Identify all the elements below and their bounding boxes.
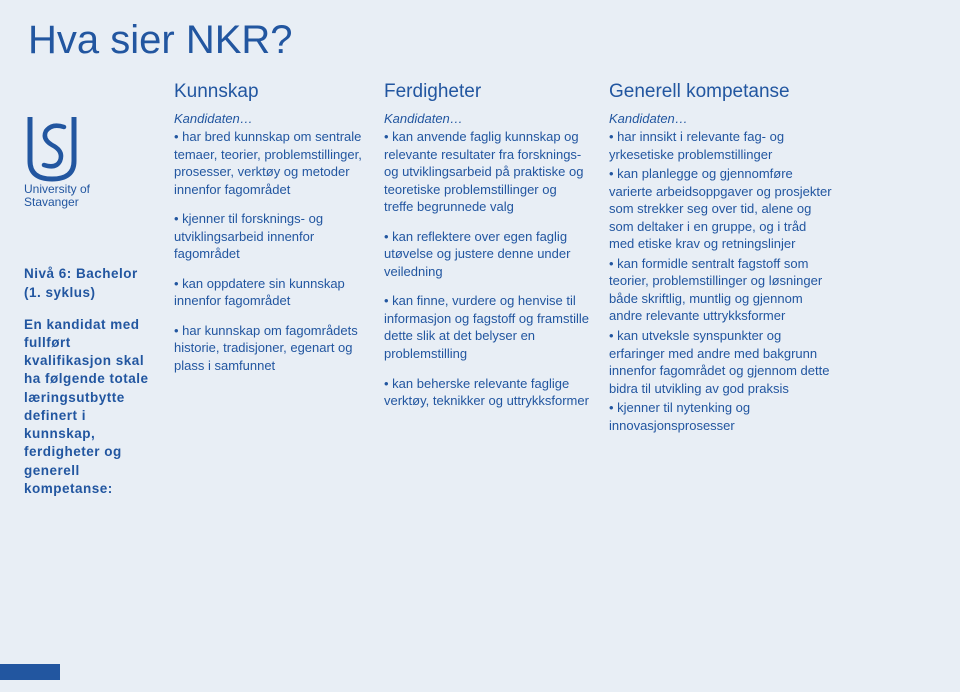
bullet-item: • kan finne, vurdere og henvise til info… xyxy=(384,292,589,362)
left-column: University of Stavanger Nivå 6: Bachelor… xyxy=(24,81,164,498)
bullet-item: • kan reflektere over egen faglig utøvel… xyxy=(384,228,589,281)
slide: Hva sier NKR? University of Stavanger Ni… xyxy=(0,0,960,692)
content-row: University of Stavanger Nivå 6: Bachelor… xyxy=(24,81,936,498)
bullet-item: • kjenner til nytenking og innovasjonspr… xyxy=(609,399,834,434)
bullet-item: • kan beherske relevante faglige verktøy… xyxy=(384,375,589,410)
bullet-item: • kan planlegge og gjennomføre varierte … xyxy=(609,165,834,253)
slide-title: Hva sier NKR? xyxy=(28,18,936,63)
footer-bar xyxy=(0,664,60,680)
bullet-item: • kjenner til forsknings- og utviklingsa… xyxy=(174,210,364,263)
bullet-list: • har bred kunnskap om sentrale temaer, … xyxy=(174,128,364,375)
logo-icon xyxy=(24,111,84,183)
column-generell: Generell kompetanse Kandidaten… • har in… xyxy=(599,81,844,498)
bullet-item: • har innsikt i relevante fag- og yrkese… xyxy=(609,128,834,163)
column-kunnskap: Kunnskap Kandidaten… • har bred kunnskap… xyxy=(164,81,374,498)
candidate-label: Kandidaten… xyxy=(174,111,364,126)
bullet-item: • kan oppdatere sin kunnskap innenfor fa… xyxy=(174,275,364,310)
candidate-label: Kandidaten… xyxy=(384,111,589,126)
bullet-list: • har innsikt i relevante fag- og yrkese… xyxy=(609,128,834,434)
bullet-item: • kan utveksle synspunkter og erfaringer… xyxy=(609,327,834,397)
university-logo: University of Stavanger xyxy=(24,111,156,209)
bullet-item: • har kunnskap om fagområdets historie, … xyxy=(174,322,364,375)
bullet-list: • kan anvende faglig kunnskap og relevan… xyxy=(384,128,589,410)
columns-wrap: Kunnskap Kandidaten… • har bred kunnskap… xyxy=(164,81,936,498)
bullet-item: • kan formidle sentralt fagstoff som teo… xyxy=(609,255,834,325)
level-label: Nivå 6: Bachelor (1. syklus) xyxy=(24,265,156,301)
column-heading: Kunnskap xyxy=(174,81,364,103)
logo-text-2: Stavanger xyxy=(24,196,156,209)
intro-text: En kandidat med fullført kvalifikasjon s… xyxy=(24,316,156,498)
candidate-label: Kandidaten… xyxy=(609,111,834,126)
bullet-item: • har bred kunnskap om sentrale temaer, … xyxy=(174,128,364,198)
column-ferdigheter: Ferdigheter Kandidaten… • kan anvende fa… xyxy=(374,81,599,498)
column-heading: Generell kompetanse xyxy=(609,81,834,103)
bullet-item: • kan anvende faglig kunnskap og relevan… xyxy=(384,128,589,216)
column-heading: Ferdigheter xyxy=(384,81,589,103)
